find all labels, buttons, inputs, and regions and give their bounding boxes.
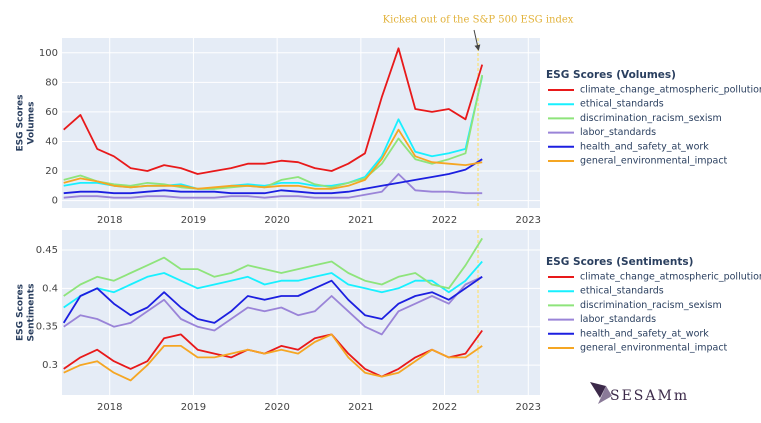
logo: SESAMm xyxy=(590,382,689,404)
plot-area xyxy=(62,230,540,395)
legend-label: labor_standards xyxy=(580,127,656,138)
legend-label: discrimination_racism_sexism xyxy=(580,113,722,124)
legend-label: health_and_safety_at_work xyxy=(580,141,709,152)
series-line xyxy=(63,237,483,297)
y-tick-label: 0 xyxy=(52,196,58,207)
y-tick-label: 80 xyxy=(45,77,58,88)
x-tick-label: 2022 xyxy=(432,215,457,226)
legend-title: ESG Scores (Volumes) xyxy=(546,69,676,81)
y-axis-title: ESG Scores xyxy=(16,94,26,151)
y-axis-title: ESG Scores xyxy=(16,284,26,341)
x-tick-label: 2021 xyxy=(348,215,373,226)
legend-label: climate_change_atmospheric_pollution xyxy=(580,272,761,283)
x-tick-label: 2020 xyxy=(264,402,289,413)
legend-label: health_and_safety_at_work xyxy=(580,328,709,339)
legend-label: general_environmental_impact xyxy=(580,156,728,167)
x-tick-label: 2023 xyxy=(516,215,541,226)
y-tick-label: 20 xyxy=(45,166,58,177)
legend-label: ethical_standards xyxy=(580,99,664,110)
y-tick-label: 40 xyxy=(45,136,58,147)
x-tick-label: 2020 xyxy=(264,215,289,226)
x-tick-label: 2019 xyxy=(181,215,206,226)
legend-label: general_environmental_impact xyxy=(580,343,728,354)
y-axis-title: Volumes xyxy=(27,102,37,145)
series-line xyxy=(62,276,483,324)
series-line xyxy=(63,329,483,378)
series-line xyxy=(63,275,483,336)
y-tick-label: 60 xyxy=(45,107,58,118)
x-tick-label: 2023 xyxy=(516,402,541,413)
series-line xyxy=(63,333,483,382)
annotation-text: Kicked out of the S&P 500 ESG index xyxy=(383,15,574,26)
x-tick-label: 2018 xyxy=(97,215,122,226)
series-line xyxy=(63,47,484,175)
series-line xyxy=(63,158,483,195)
plot-area xyxy=(62,38,540,208)
logo-icon xyxy=(598,386,612,404)
legend-title: ESG Scores (Sentiments) xyxy=(546,256,693,268)
legend-label: ethical_standards xyxy=(580,286,664,297)
series-line xyxy=(63,173,483,199)
series-line xyxy=(63,74,484,190)
y-tick-label: 0.45 xyxy=(36,245,58,256)
annotation-arrow xyxy=(473,29,481,51)
x-tick-label: 2019 xyxy=(181,402,206,413)
legend-label: discrimination_racism_sexism xyxy=(580,300,722,311)
legend-label: labor_standards xyxy=(580,314,656,325)
x-tick-label: 2021 xyxy=(348,402,373,413)
x-tick-label: 2022 xyxy=(432,402,457,413)
y-tick-label: 100 xyxy=(39,48,58,59)
y-tick-label: 0.35 xyxy=(36,322,58,333)
series-line xyxy=(63,128,483,190)
logo-text: SESAMm xyxy=(610,388,689,404)
legend-label: climate_change_atmospheric_pollution xyxy=(580,85,761,96)
logo-icon xyxy=(590,382,606,398)
series-line xyxy=(63,260,483,309)
y-tick-label: 0.3 xyxy=(42,360,58,371)
x-tick-label: 2018 xyxy=(97,402,122,413)
y-tick-label: 0.4 xyxy=(42,283,58,294)
y-axis-title: Sentiments xyxy=(27,284,37,342)
